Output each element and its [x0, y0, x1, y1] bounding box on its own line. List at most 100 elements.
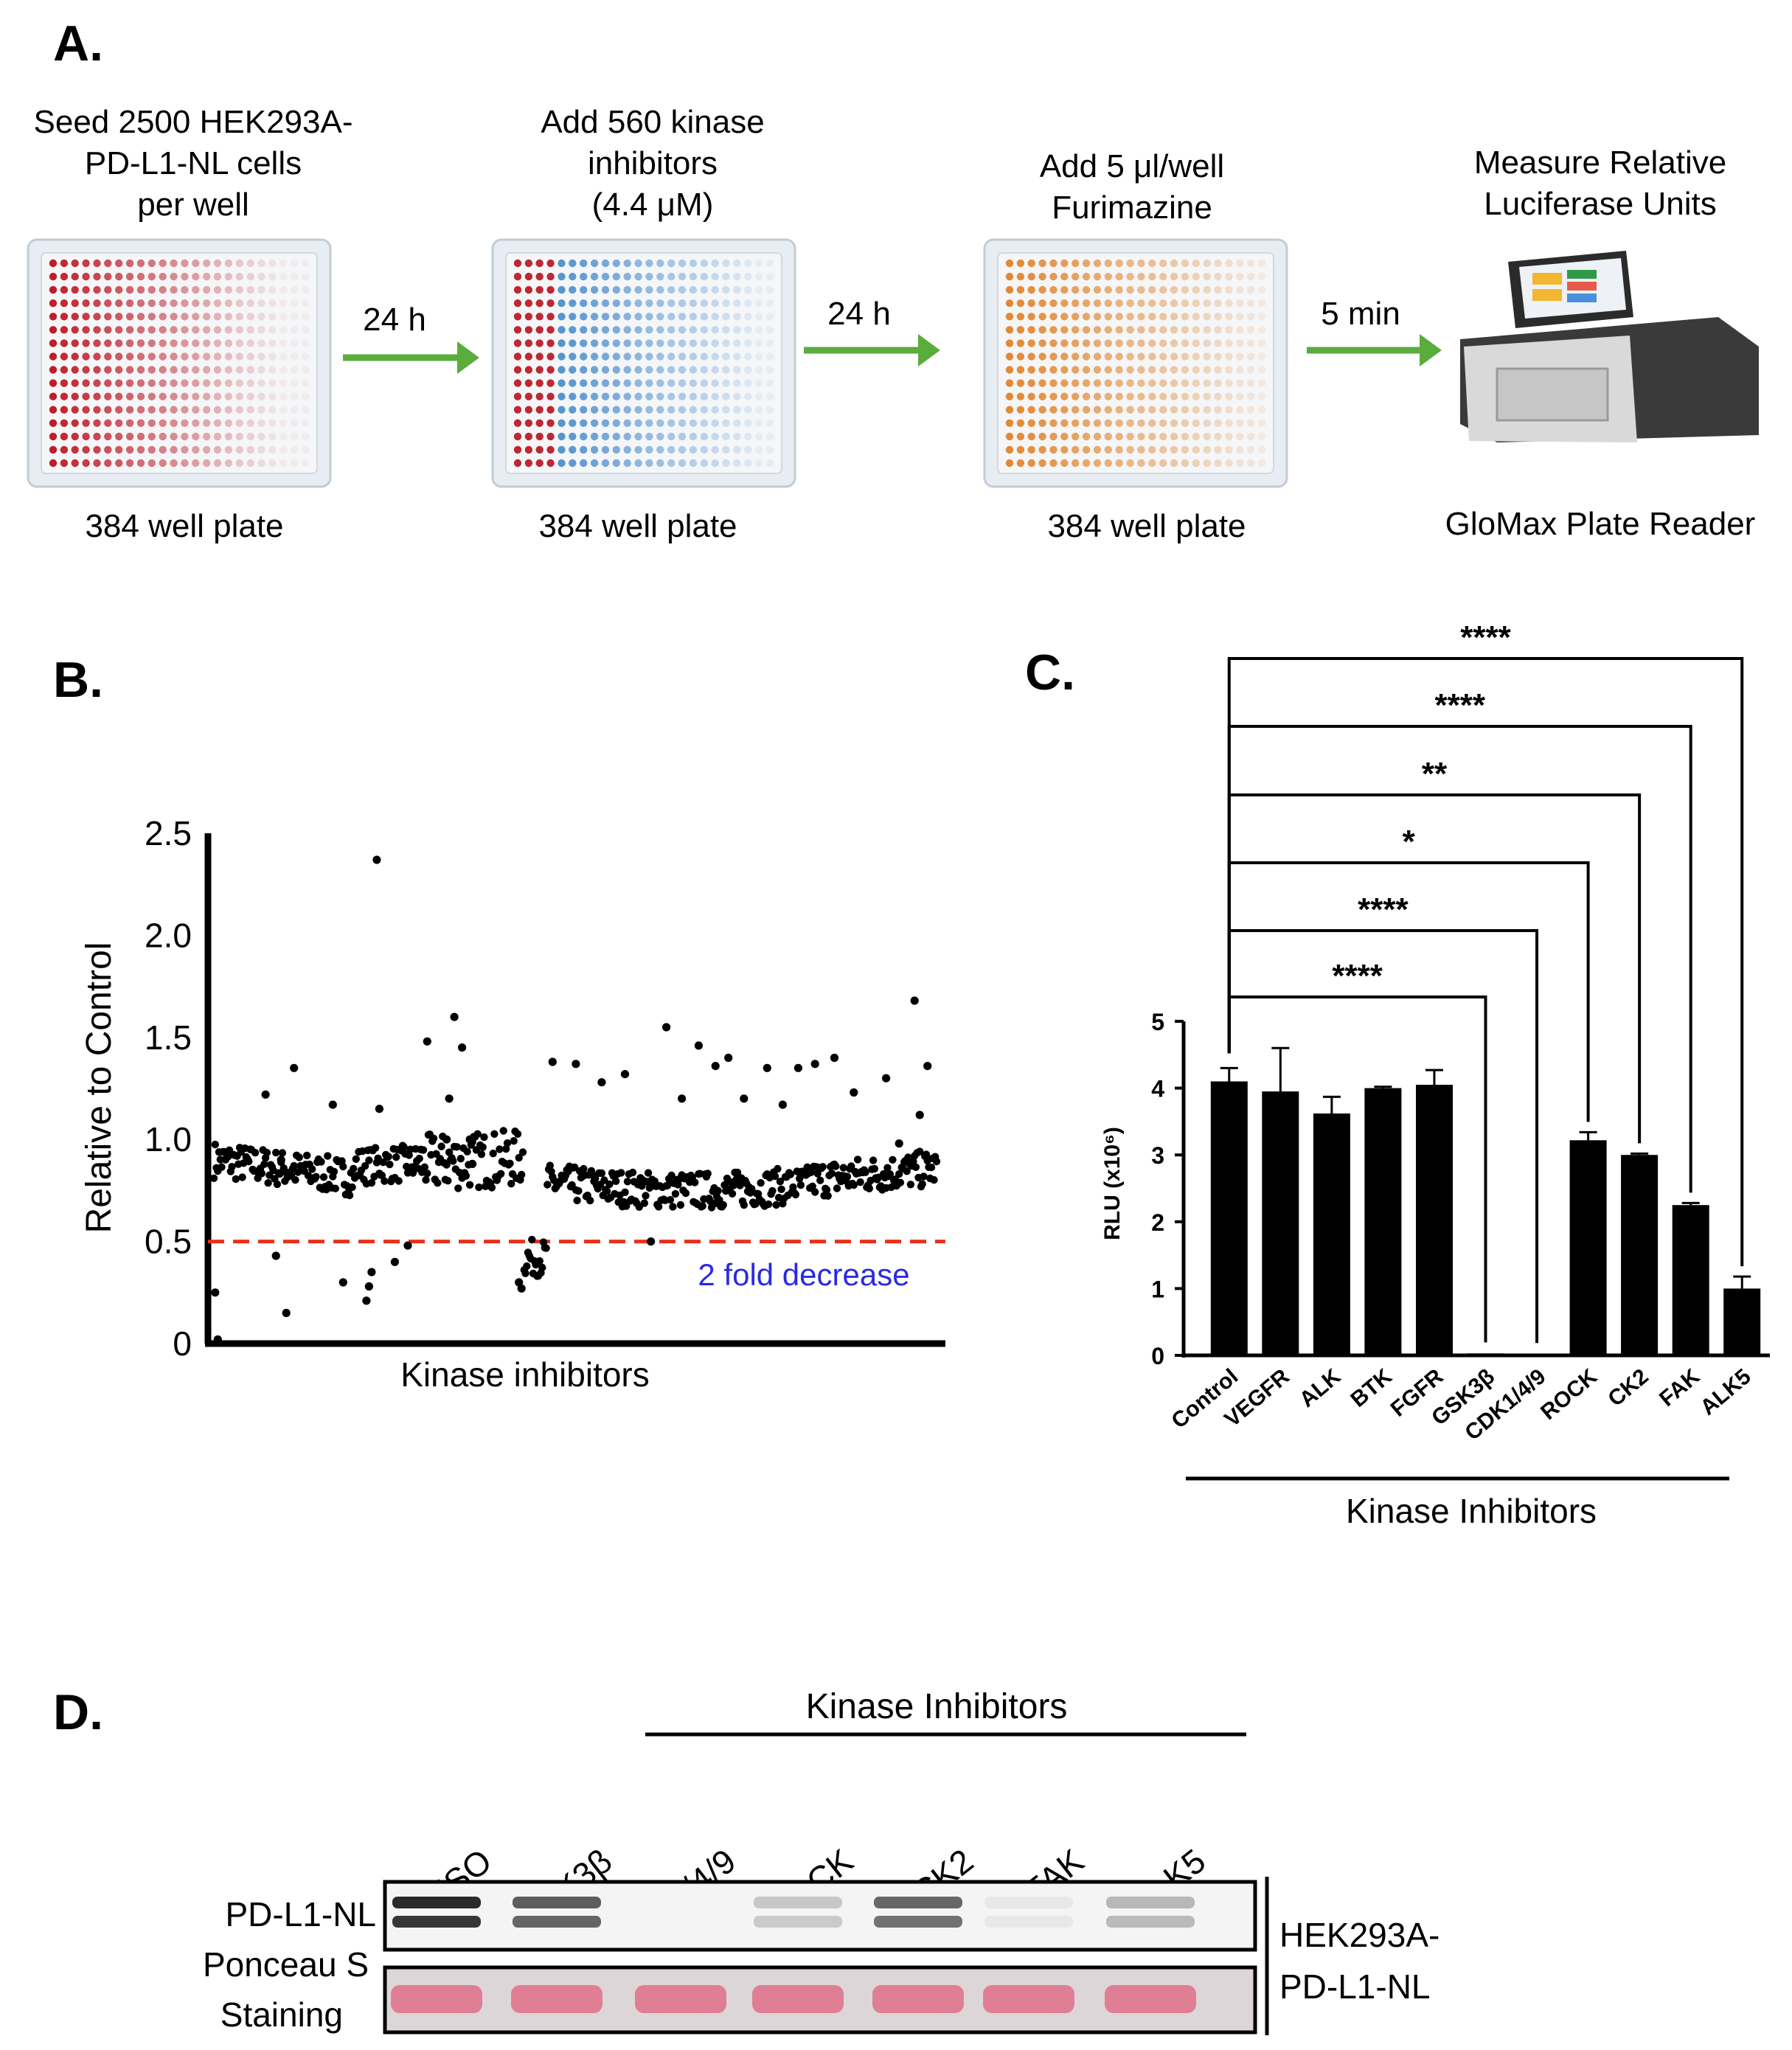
well [1093, 392, 1102, 400]
well [700, 392, 708, 400]
well [1246, 272, 1255, 281]
well [1203, 272, 1211, 281]
well [1203, 259, 1211, 268]
well [93, 299, 101, 308]
well [1257, 366, 1266, 374]
well [634, 352, 642, 361]
well [634, 445, 642, 454]
well [1236, 272, 1244, 281]
well [71, 272, 79, 281]
scatter-point [496, 1145, 504, 1153]
scatter-point [654, 1203, 663, 1211]
well [1126, 326, 1134, 334]
well [1181, 445, 1190, 454]
scatter-point [832, 1162, 840, 1170]
well [1126, 432, 1134, 441]
well [1093, 459, 1102, 468]
well [524, 459, 533, 468]
well [257, 366, 265, 374]
well [213, 352, 222, 361]
well [1072, 379, 1080, 387]
well [623, 285, 631, 294]
well [257, 352, 265, 361]
well [203, 326, 211, 334]
scatter-point-outlier [662, 1023, 671, 1032]
scatter-point [736, 1181, 744, 1189]
well [1225, 352, 1233, 361]
scatter-point-outlier [328, 1100, 337, 1109]
well [1016, 352, 1025, 361]
well [1005, 326, 1014, 334]
well [1049, 352, 1058, 361]
well [181, 445, 189, 454]
well [1038, 445, 1046, 454]
well [301, 313, 310, 321]
scatter-point-outlier [364, 1282, 373, 1291]
well [744, 366, 752, 374]
well [93, 272, 101, 281]
well [235, 392, 243, 400]
well [590, 459, 599, 468]
well [1236, 419, 1244, 427]
well [754, 379, 763, 387]
well [301, 392, 310, 400]
bar-x-tick-label: CK2 [1603, 1364, 1653, 1411]
scatter-point [543, 1181, 552, 1189]
blot-band-upper [874, 1897, 962, 1908]
scatter-point [621, 1188, 629, 1197]
well [535, 432, 543, 441]
well [301, 285, 310, 294]
bar-x-tick-label: ROCK [1536, 1364, 1602, 1425]
well [82, 326, 90, 334]
well [136, 313, 145, 321]
well [301, 406, 310, 414]
well [71, 459, 79, 468]
well [1137, 432, 1145, 441]
well [1093, 366, 1102, 374]
well [1236, 445, 1244, 454]
well [1072, 392, 1080, 400]
well [689, 419, 698, 427]
scatter-point [506, 1159, 514, 1168]
well [82, 432, 90, 441]
well [612, 326, 620, 334]
well [689, 285, 698, 294]
well [104, 313, 112, 321]
well [290, 445, 299, 454]
well [634, 272, 642, 281]
scatter-point [521, 1269, 529, 1278]
step-4-subcaption: GloMax Plate Reader [1445, 506, 1756, 542]
well [1060, 459, 1069, 468]
well [1060, 366, 1069, 374]
well [722, 379, 730, 387]
plate-well-area [997, 252, 1274, 474]
well [733, 445, 741, 454]
well [1038, 352, 1046, 361]
well [744, 432, 752, 441]
well [235, 339, 243, 347]
well [246, 445, 254, 454]
bar-y-tick-label: 4 [1151, 1076, 1164, 1102]
well [535, 419, 543, 427]
well [213, 366, 222, 374]
scatter-point [542, 1244, 550, 1252]
bar [1416, 1085, 1453, 1355]
well [1225, 379, 1233, 387]
well [104, 339, 112, 347]
well [235, 259, 243, 268]
well [1082, 379, 1091, 387]
well [656, 339, 664, 347]
well [1082, 366, 1091, 374]
scatter-point-outlier [465, 1135, 474, 1144]
well [590, 299, 599, 308]
well [125, 299, 134, 308]
well [1170, 379, 1178, 387]
well [612, 445, 620, 454]
well [1257, 326, 1266, 334]
well [60, 459, 69, 468]
blot-band-1 [392, 1897, 481, 1928]
well [1093, 285, 1102, 294]
well [71, 406, 79, 414]
well [1049, 406, 1058, 414]
well [612, 352, 620, 361]
